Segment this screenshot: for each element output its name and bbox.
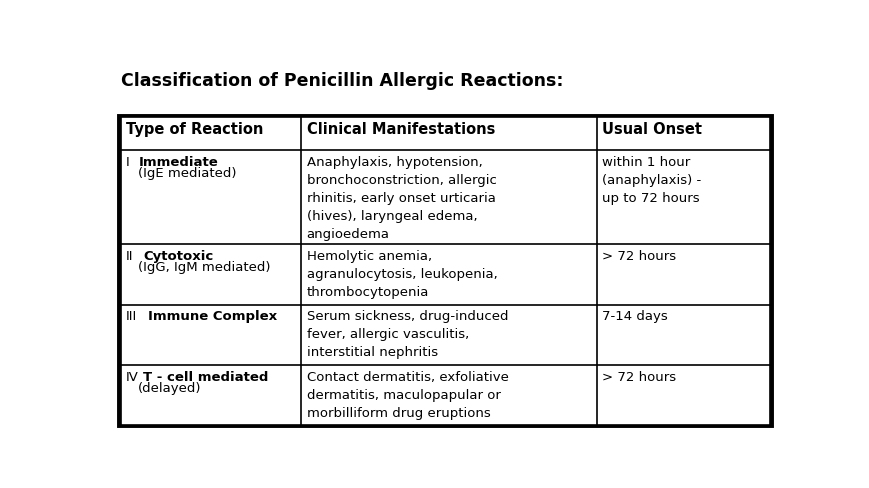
- Bar: [119, 116, 772, 426]
- Text: Contact dermatitis, exfoliative
dermatitis, maculopapular or
morbilliform drug e: Contact dermatitis, exfoliative dermatit…: [307, 371, 508, 420]
- Text: Classification of Penicillin Allergic Reactions:: Classification of Penicillin Allergic Re…: [121, 72, 563, 90]
- Text: (IgE mediated): (IgE mediated): [138, 167, 236, 180]
- Text: T - cell mediated: T - cell mediated: [143, 371, 269, 384]
- Text: Immediate: Immediate: [138, 156, 218, 169]
- Text: > 72 hours: > 72 hours: [602, 250, 676, 263]
- Text: Type of Reaction: Type of Reaction: [126, 122, 263, 138]
- Bar: [121, 117, 770, 425]
- Text: Hemolytic anemia,
agranulocytosis, leukopenia,
thrombocytopenia: Hemolytic anemia, agranulocytosis, leuko…: [307, 250, 497, 299]
- Text: Serum sickness, drug-induced
fever, allergic vasculitis,
interstitial nephritis: Serum sickness, drug-induced fever, alle…: [307, 310, 508, 359]
- Text: IV: IV: [126, 371, 139, 384]
- Text: > 72 hours: > 72 hours: [602, 371, 676, 384]
- Text: Immune Complex: Immune Complex: [149, 310, 277, 324]
- Text: Usual Onset: Usual Onset: [602, 122, 702, 138]
- Text: Cytotoxic: Cytotoxic: [143, 250, 213, 263]
- Text: II: II: [126, 250, 134, 263]
- Text: 7-14 days: 7-14 days: [602, 310, 667, 324]
- Text: Anaphylaxis, hypotension,
bronchoconstriction, allergic
rhinitis, early onset ur: Anaphylaxis, hypotension, bronchoconstri…: [307, 156, 496, 241]
- Text: (IgG, IgM mediated): (IgG, IgM mediated): [138, 261, 271, 274]
- Text: I: I: [126, 156, 129, 169]
- Text: Clinical Manifestations: Clinical Manifestations: [307, 122, 495, 138]
- Text: within 1 hour
(anaphylaxis) -
up to 72 hours: within 1 hour (anaphylaxis) - up to 72 h…: [602, 156, 701, 205]
- Text: III: III: [126, 310, 137, 324]
- Text: (delayed): (delayed): [138, 383, 202, 395]
